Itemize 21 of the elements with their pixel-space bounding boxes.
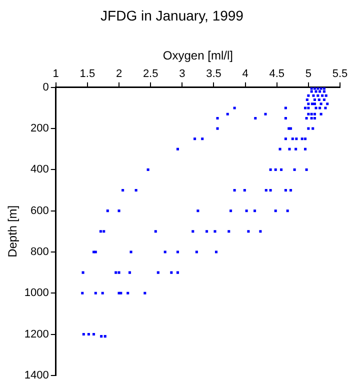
y-tick-label: 0: [42, 81, 49, 94]
x-tick-label: 5: [305, 68, 312, 80]
x-tick-label: 1.5: [80, 68, 96, 80]
x-axis-title: Oxygen [ml/l]: [162, 48, 233, 62]
y-tick-label: 1400: [24, 369, 49, 382]
x-tick-label: 4: [242, 68, 248, 80]
x-tick-label: 2.5: [142, 68, 158, 80]
y-axis-title: Depth [m]: [6, 205, 20, 258]
y-tick-label: 200: [30, 122, 49, 135]
chart-title: JFDG in January, 1999: [100, 7, 244, 24]
y-tick-label: 800: [30, 246, 49, 258]
x-tick-label: 5.5: [332, 68, 348, 80]
x-tick-label: 2: [116, 68, 122, 80]
y-tick-label: 400: [30, 164, 49, 176]
y-tick-label: 1200: [24, 328, 49, 340]
x-tick-label: 4.5: [269, 68, 285, 80]
x-tick-label: 1: [52, 68, 59, 80]
y-tick-label: 600: [30, 204, 49, 217]
x-tick-label: 3.5: [206, 68, 222, 80]
y-tick-label: 1000: [24, 287, 49, 300]
x-tick-label: 3: [179, 68, 186, 80]
